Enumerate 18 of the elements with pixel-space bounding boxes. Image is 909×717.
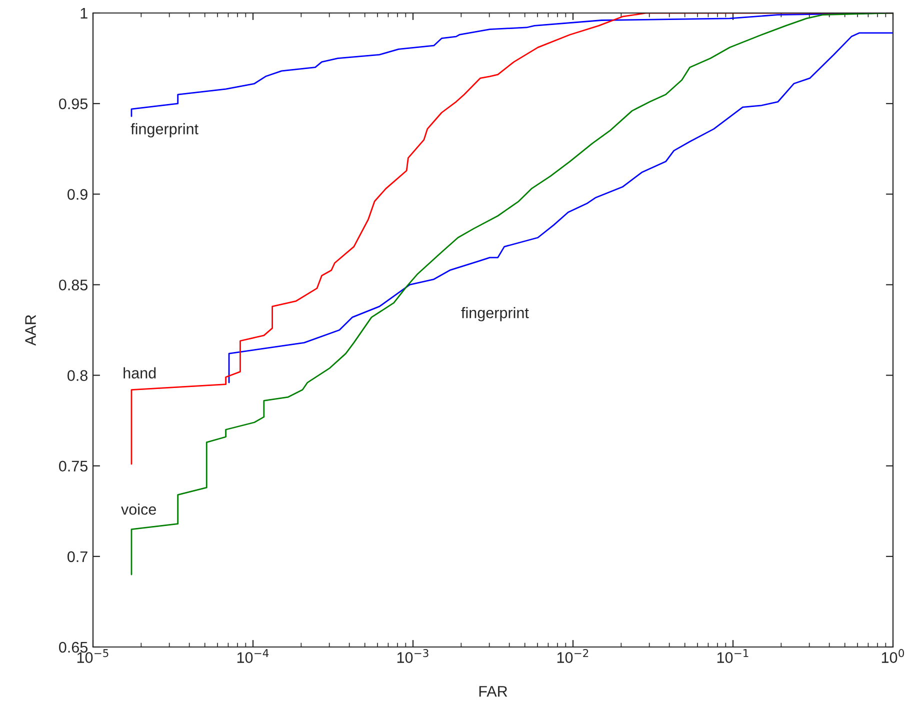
series-label: voice xyxy=(121,504,156,515)
text: fingerprint xyxy=(461,307,529,322)
x-tick-label: 10$^{−2}$ xyxy=(557,649,588,663)
y-tick-label: 0.85 xyxy=(59,280,88,290)
y-tick-label: 0.95 xyxy=(59,98,88,110)
x-tick-label: 10$^{0}$ xyxy=(882,649,904,663)
x-axis-title: FAR xyxy=(479,686,508,697)
series-label: fingerprint xyxy=(130,123,198,138)
x-tick-label: 10$^{−1}$ xyxy=(717,649,748,663)
x-tick-label: 10$^{−3}$ xyxy=(397,649,428,663)
y-tick-label: 0.9 xyxy=(68,189,88,200)
y-tick-label: 0.7 xyxy=(68,551,88,562)
y-tick-label: 0.75 xyxy=(59,460,88,472)
y-axis-title: AAR xyxy=(25,315,36,346)
x-tick-label: 10$^{−4}$ xyxy=(237,649,269,663)
series-label: hand xyxy=(124,367,156,378)
y-tick-label: 0.8 xyxy=(68,370,88,381)
y-tick-label: 1 xyxy=(80,8,88,19)
